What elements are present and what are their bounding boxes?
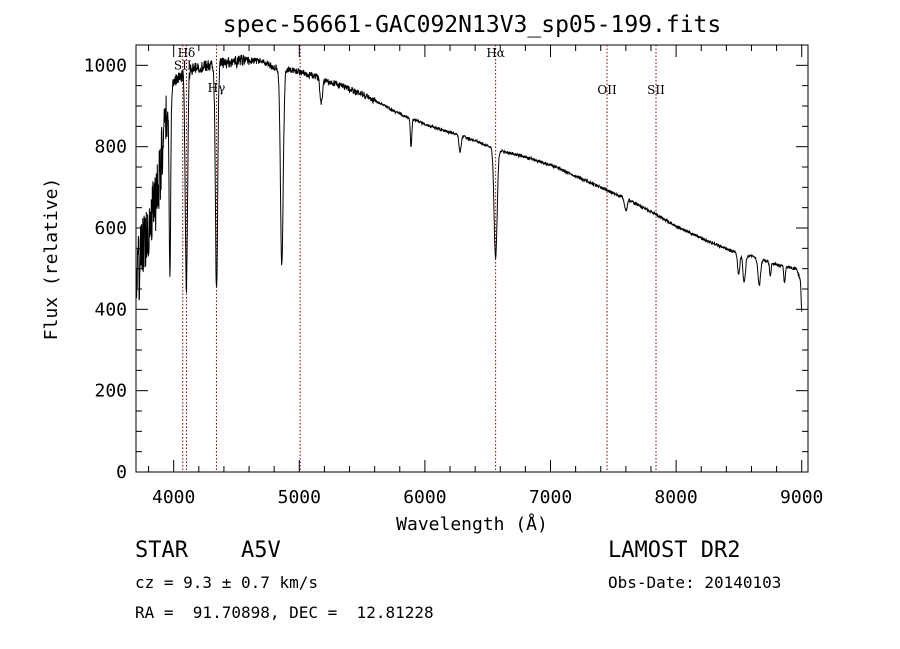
y-tick-label: 1000 [84, 55, 127, 76]
x-tick-label: 5000 [278, 487, 321, 508]
x-tick-label: 4000 [152, 487, 195, 508]
chart-title: spec-56661-GAC092N13V3_sp05-199.fits [223, 12, 722, 38]
line-marker-label: OII [597, 83, 617, 97]
y-axis: 0 200 400 600 800 1000 [84, 55, 808, 483]
object-subclass: A5V [241, 538, 281, 563]
object-class: STAR [135, 538, 188, 563]
coordinates: RA = 91.70898, DEC = 12.81228 [135, 603, 434, 622]
y-tick-label: 400 [94, 299, 127, 320]
obs-date: Obs-Date: 20140103 [608, 573, 782, 592]
y-tick-label: 200 [94, 381, 127, 402]
line-marker-label: SII [647, 83, 665, 97]
x-tick-label: 6000 [403, 487, 446, 508]
redshift-text: cz = 9.3 ± 0.7 km/s [135, 573, 319, 592]
y-axis-label: Flux (relative) [41, 178, 62, 341]
line-marker-label: Hγ [208, 81, 226, 95]
line-marker-label: Hδ [178, 46, 196, 60]
x-axis: 4000 5000 6000 7000 8000 9000 [148, 45, 823, 508]
x-tick-label: 7000 [529, 487, 572, 508]
survey-name: LAMOST DR2 [608, 538, 741, 563]
line-marker-label: SII [174, 58, 192, 72]
x-tick-label: 8000 [654, 487, 697, 508]
y-tick-label: 0 [116, 462, 127, 483]
y-tick-label: 800 [94, 137, 127, 158]
plot-frame [135, 44, 809, 473]
line-marker-label: Hα [486, 46, 505, 60]
x-tick-label: 9000 [780, 487, 823, 508]
spectrum-line [135, 54, 803, 312]
x-axis-label: Wavelength (Å) [396, 513, 548, 535]
y-tick-label: 600 [94, 218, 127, 239]
